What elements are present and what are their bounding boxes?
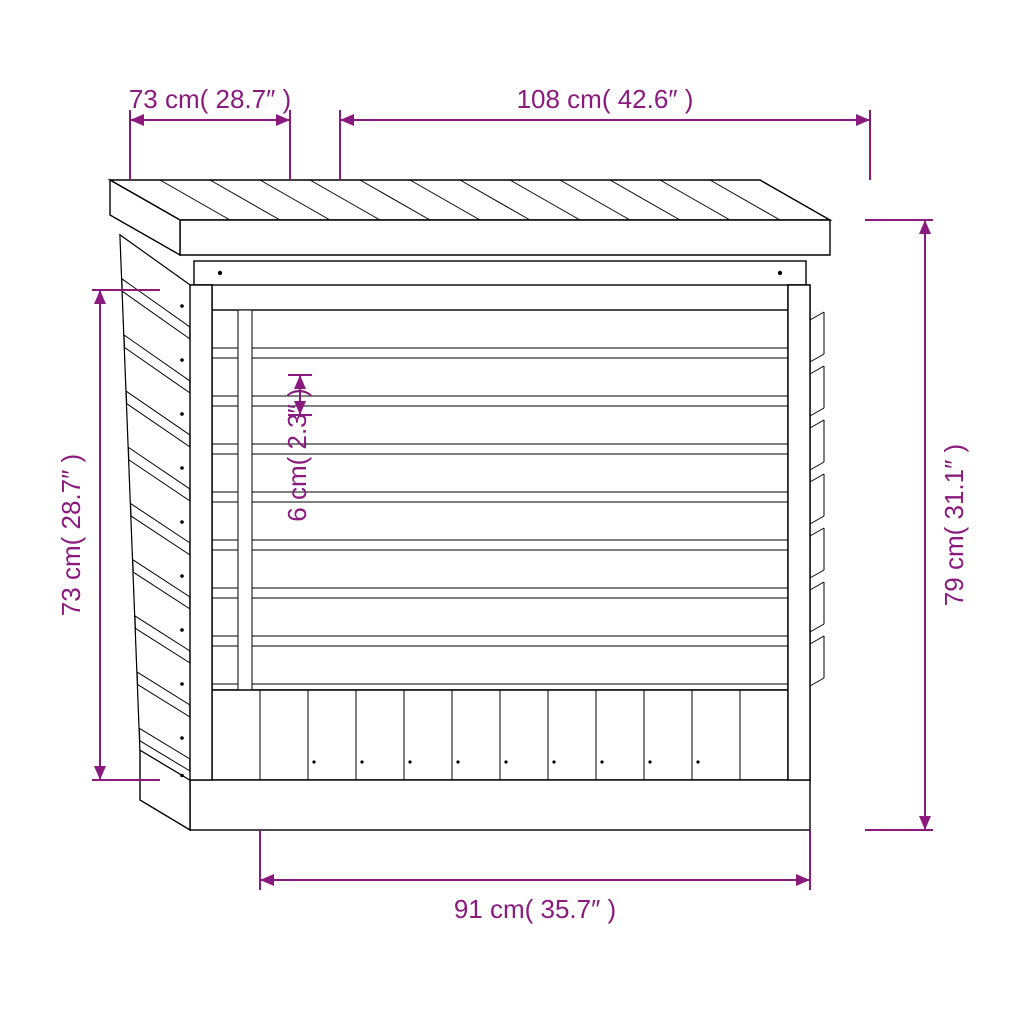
product-drawing	[110, 180, 830, 830]
svg-text:91 cm( 35.7″ ): 91 cm( 35.7″ )	[454, 894, 616, 924]
dim-label: 108 cm( 42.6″ )	[517, 84, 694, 114]
svg-text:73 cm( 28.7″ ): 73 cm( 28.7″ )	[56, 454, 86, 616]
svg-text:79 cm( 31.1″ ): 79 cm( 31.1″ )	[939, 444, 969, 606]
dim-label: 73 cm( 28.7″ )	[129, 84, 291, 114]
svg-text:6 cm( 2.3″ ): 6 cm( 2.3″ )	[282, 388, 312, 521]
